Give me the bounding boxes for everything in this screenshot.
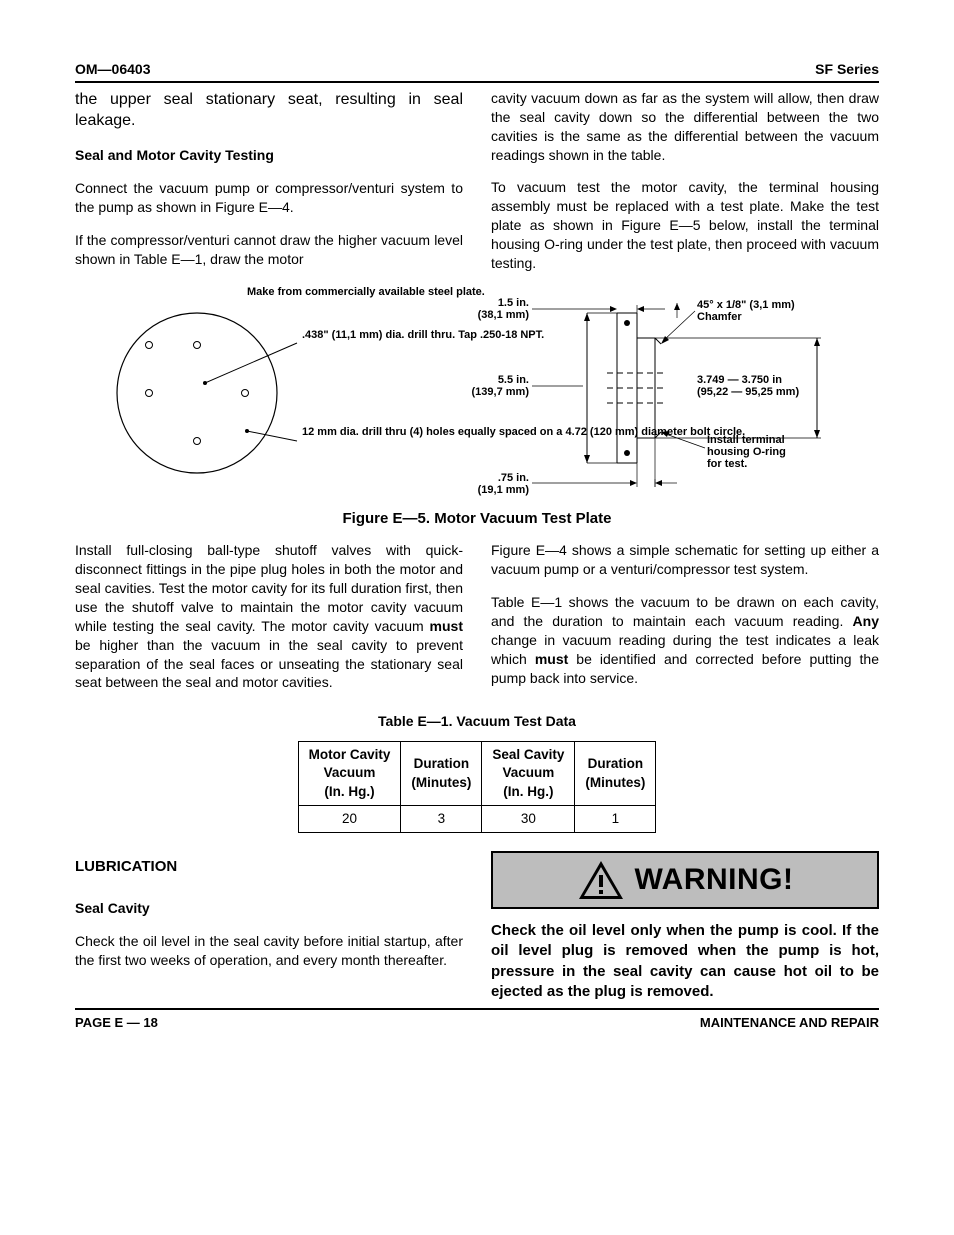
section-heading-lubrication: LUBRICATION <box>75 857 463 877</box>
th-motor: Motor CavityVacuum(In. Hg.) <box>298 742 401 806</box>
th-seal: Seal CavityVacuum(In. Hg.) <box>482 742 575 806</box>
svg-text:(95,22 — 95,25 mm): (95,22 — 95,25 mm) <box>697 386 799 398</box>
svg-text:for test.: for test. <box>707 458 747 470</box>
bot-right-col: WARNING! Check the oil level only when t… <box>491 851 879 1002</box>
svg-text:(38,1 mm): (38,1 mm) <box>478 309 530 321</box>
svg-text:45° x 1/8" (3,1 mm): 45° x 1/8" (3,1 mm) <box>697 299 795 311</box>
warning-word: WARNING! <box>635 860 794 901</box>
figure-e5: Make from commercially available steel p… <box>75 283 879 503</box>
svg-text:(19,1 mm): (19,1 mm) <box>478 484 530 496</box>
para-test-plate: To vacuum test the motor cavity, the ter… <box>491 178 879 272</box>
figure-e5-caption: Figure E—5. Motor Vacuum Test Plate <box>75 509 879 529</box>
td: 30 <box>482 805 575 832</box>
para-oil-level: Check the oil level in the seal cavity b… <box>75 932 463 970</box>
section-heading-seal-test: Seal and Motor Cavity Testing <box>75 146 463 165</box>
mid-right-col: Figure E—4 shows a simple schematic for … <box>491 541 879 706</box>
bot-left-col: LUBRICATION Seal Cavity Check the oil le… <box>75 851 463 1002</box>
svg-text:5.5 in.: 5.5 in. <box>498 374 529 386</box>
right-col: cavity vacuum down as far as the system … <box>491 89 879 273</box>
subheading-seal-cavity: Seal Cavity <box>75 899 463 918</box>
para-compressor: If the compressor/venturi cannot draw th… <box>75 231 463 269</box>
warning-triangle-icon <box>577 859 625 901</box>
table-row: 20 3 30 1 <box>298 805 656 832</box>
th-dur1: Duration(Minutes) <box>401 742 482 806</box>
para-connect: Connect the vacuum pump or compressor/ve… <box>75 179 463 217</box>
td: 20 <box>298 805 401 832</box>
page-header: OM—06403 SF Series <box>75 60 879 83</box>
para-table-e1: Table E—1 shows the vacuum to be drawn o… <box>491 593 879 687</box>
svg-text:1.5 in.: 1.5 in. <box>498 297 529 309</box>
bottom-columns: LUBRICATION Seal Cavity Check the oil le… <box>75 851 879 1002</box>
svg-text:Install terminal: Install terminal <box>707 434 785 446</box>
doc-series: SF Series <box>815 60 879 79</box>
svg-text:(139,7 mm): (139,7 mm) <box>472 386 530 398</box>
svg-text:3.749 — 3.750 in: 3.749 — 3.750 in <box>697 374 782 386</box>
para-shutoff: Install full-closing ball-type shutoff v… <box>75 541 463 692</box>
vacuum-test-table: Motor CavityVacuum(In. Hg.) Duration(Min… <box>298 741 657 833</box>
footer-section: MAINTENANCE AND REPAIR <box>700 1014 879 1032</box>
left-col: the upper seal stationary seat, resultin… <box>75 89 463 273</box>
td: 3 <box>401 805 482 832</box>
doc-number: OM—06403 <box>75 60 150 79</box>
fig-note-drill-1: .438" (11,1 mm) dia. drill thru. Tap .25… <box>302 329 544 341</box>
figure-e5-svg: Make from commercially available steel p… <box>97 283 857 503</box>
footer-page: PAGE E — 18 <box>75 1014 158 1032</box>
warning-banner: WARNING! <box>491 851 879 909</box>
para-cavity-vacuum: cavity vacuum down as far as the system … <box>491 89 879 165</box>
td: 1 <box>575 805 656 832</box>
warning-body: Check the oil level only when the pump i… <box>491 921 879 1002</box>
top-columns: the upper seal stationary seat, resultin… <box>75 89 879 273</box>
mid-columns: Install full-closing ball-type shutoff v… <box>75 541 879 706</box>
svg-text:housing O-ring: housing O-ring <box>707 446 786 458</box>
intro-continuation: the upper seal stationary seat, resultin… <box>75 89 463 132</box>
mid-left-col: Install full-closing ball-type shutoff v… <box>75 541 463 706</box>
svg-text:.75 in.: .75 in. <box>498 472 529 484</box>
page-footer: PAGE E — 18 MAINTENANCE AND REPAIR <box>75 1008 879 1032</box>
fig-note-top: Make from commercially available steel p… <box>247 286 485 298</box>
para-fig-e4: Figure E—4 shows a simple schematic for … <box>491 541 879 579</box>
fig-note-bolt: 12 mm dia. drill thru (4) holes equally … <box>302 426 745 438</box>
table-e1-caption: Table E—1. Vacuum Test Data <box>75 712 879 731</box>
svg-text:Chamfer: Chamfer <box>697 311 742 323</box>
table-header-row: Motor CavityVacuum(In. Hg.) Duration(Min… <box>298 742 656 806</box>
th-dur2: Duration(Minutes) <box>575 742 656 806</box>
